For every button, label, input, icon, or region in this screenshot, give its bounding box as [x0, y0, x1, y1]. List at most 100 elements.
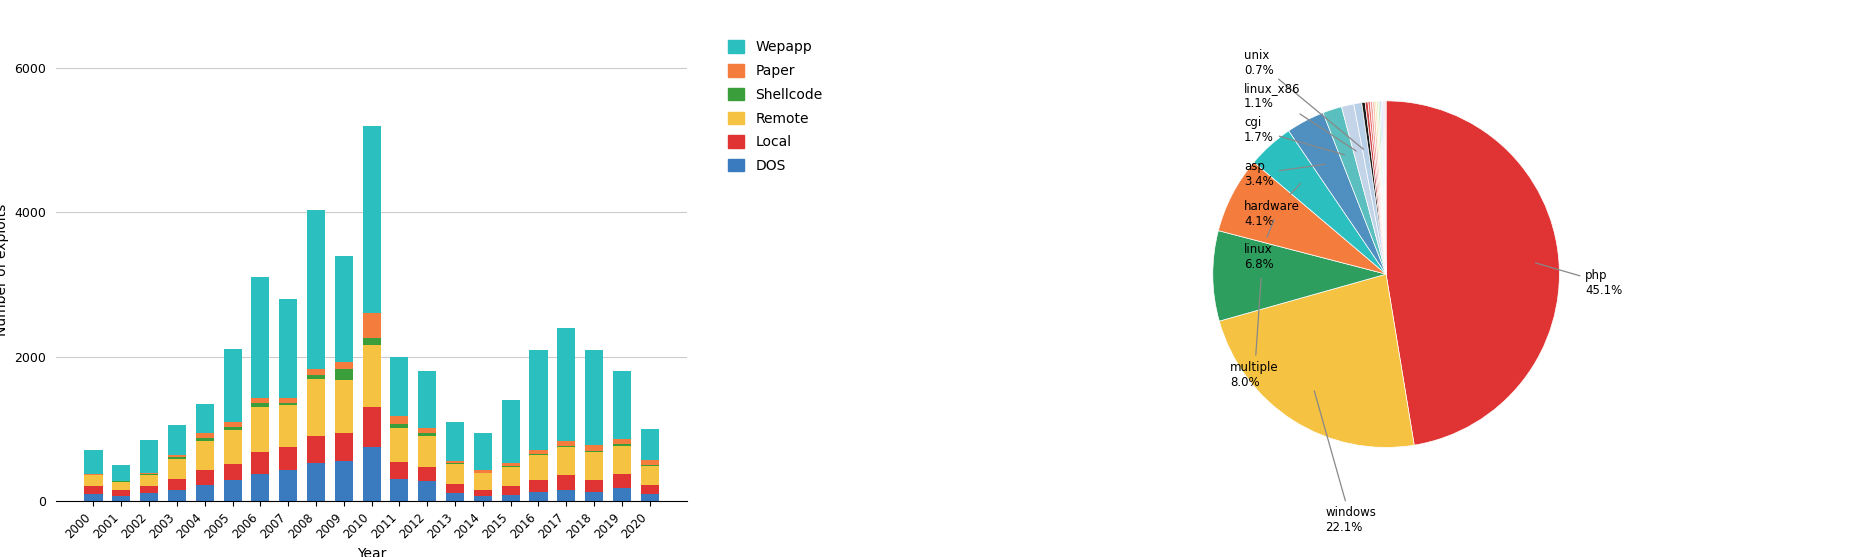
Bar — [557, 446, 576, 447]
Bar — [613, 439, 631, 444]
Bar — [585, 444, 604, 451]
Text: linux_x86
1.1%: linux_x86 1.1% — [1244, 82, 1356, 151]
Bar — [529, 454, 548, 455]
Bar — [390, 428, 409, 462]
Bar — [139, 486, 158, 494]
Bar — [474, 473, 492, 490]
Y-axis label: Number of exploits: Number of exploits — [0, 204, 9, 336]
Bar — [474, 470, 492, 472]
Bar — [195, 485, 214, 501]
Bar — [585, 451, 604, 452]
Bar — [279, 470, 297, 501]
Bar — [362, 407, 381, 447]
Bar — [84, 486, 102, 494]
Bar — [529, 455, 548, 480]
Bar — [306, 436, 325, 463]
Wedge shape — [1380, 101, 1385, 274]
Bar — [557, 328, 576, 441]
Bar — [223, 480, 241, 501]
Bar — [501, 486, 520, 495]
Bar — [390, 462, 409, 479]
Bar — [279, 403, 297, 405]
Bar — [195, 433, 214, 438]
Wedge shape — [1374, 101, 1385, 274]
Wedge shape — [1253, 131, 1385, 274]
Bar — [362, 314, 381, 338]
Bar — [585, 452, 604, 480]
Wedge shape — [1213, 231, 1385, 321]
Text: cgi
1.7%: cgi 1.7% — [1244, 116, 1344, 155]
Bar — [167, 479, 186, 490]
Wedge shape — [1385, 101, 1558, 445]
Bar — [446, 492, 464, 501]
Bar — [334, 433, 353, 461]
Bar — [334, 369, 353, 380]
Bar — [279, 398, 297, 403]
Text: asp
3.4%: asp 3.4% — [1244, 160, 1324, 188]
Bar — [111, 496, 130, 501]
Bar — [446, 422, 464, 461]
Bar — [251, 474, 269, 501]
Bar — [641, 429, 659, 461]
Bar — [585, 480, 604, 492]
Bar — [111, 490, 130, 496]
X-axis label: Year: Year — [357, 547, 386, 557]
Bar — [641, 461, 659, 465]
Wedge shape — [1322, 107, 1385, 274]
Bar — [529, 480, 548, 492]
Bar — [279, 405, 297, 447]
Bar — [501, 463, 520, 466]
Bar — [139, 474, 158, 475]
Wedge shape — [1380, 101, 1385, 274]
Wedge shape — [1382, 101, 1385, 274]
Wedge shape — [1369, 101, 1385, 274]
Bar — [139, 475, 158, 486]
Bar — [195, 441, 214, 470]
Bar — [446, 465, 464, 484]
Bar — [306, 369, 325, 375]
Bar — [390, 416, 409, 424]
Bar — [223, 430, 241, 464]
Bar — [251, 403, 269, 407]
Bar — [334, 362, 353, 369]
Wedge shape — [1376, 101, 1385, 274]
Bar — [613, 446, 631, 474]
Bar — [446, 463, 464, 465]
Bar — [390, 479, 409, 501]
Bar — [362, 345, 381, 407]
Bar — [334, 256, 353, 362]
Bar — [167, 455, 186, 457]
Bar — [418, 436, 436, 467]
Bar — [223, 464, 241, 480]
Wedge shape — [1365, 102, 1385, 274]
Bar — [279, 299, 297, 398]
Bar — [306, 375, 325, 379]
Bar — [251, 398, 269, 403]
Bar — [585, 492, 604, 501]
Text: windows
22.1%: windows 22.1% — [1313, 391, 1376, 534]
Bar — [557, 447, 576, 475]
Bar — [418, 433, 436, 436]
Bar — [418, 428, 436, 433]
Bar — [139, 473, 158, 474]
Wedge shape — [1341, 104, 1385, 274]
Bar — [84, 494, 102, 501]
Bar — [641, 465, 659, 466]
Bar — [557, 475, 576, 490]
Bar — [167, 490, 186, 501]
Bar — [529, 350, 548, 450]
Bar — [223, 427, 241, 430]
Bar — [557, 441, 576, 446]
Bar — [195, 404, 214, 433]
Bar — [223, 422, 241, 427]
Bar — [613, 371, 631, 439]
Wedge shape — [1361, 102, 1385, 274]
Bar — [334, 461, 353, 501]
Bar — [139, 440, 158, 473]
Wedge shape — [1354, 102, 1385, 274]
Wedge shape — [1378, 101, 1385, 274]
Bar — [474, 433, 492, 470]
Bar — [474, 490, 492, 496]
Bar — [84, 475, 102, 486]
Bar — [195, 470, 214, 485]
